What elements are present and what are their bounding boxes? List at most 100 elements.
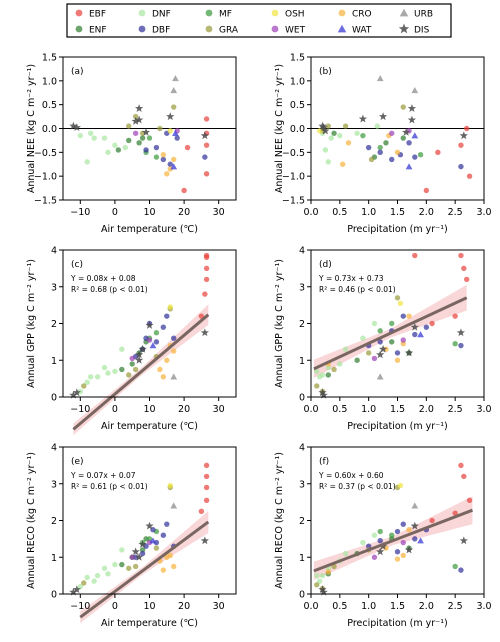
legend-marker-dnf xyxy=(138,9,146,17)
data-point-dis xyxy=(72,585,81,594)
data-point-ebf xyxy=(464,276,470,283)
data-point-dis xyxy=(318,585,327,594)
data-point-dbf xyxy=(160,156,167,163)
data-point-mf xyxy=(377,144,383,151)
data-point-dis xyxy=(407,115,417,124)
x-axis-label: Air temperature (℃) xyxy=(101,224,198,235)
data-point-dis xyxy=(404,348,414,357)
data-point-cro xyxy=(394,556,401,562)
data-point-dnf xyxy=(337,132,343,139)
data-point-mf xyxy=(153,154,160,160)
r-squared-label: R² = 0.61 (p < 0.01) xyxy=(71,482,148,491)
data-point-dnf xyxy=(337,361,343,367)
data-point-cro xyxy=(164,171,170,177)
y-tick-label: 2 xyxy=(299,516,305,527)
legend-marker-dis xyxy=(398,23,410,34)
x-tick-label: 0.5 xyxy=(332,601,347,612)
data-point-mf xyxy=(452,341,458,347)
y-tick-label: 1.5 xyxy=(290,53,305,64)
y-tick-label: 1.0 xyxy=(42,76,57,87)
data-point-ebf xyxy=(184,144,191,151)
data-point-dnf xyxy=(101,565,108,571)
x-tick-label: −10 xyxy=(70,404,90,415)
data-point-dis xyxy=(135,350,144,359)
data-point-gra xyxy=(400,104,406,110)
data-point-dbf xyxy=(394,549,401,555)
data-point-enf xyxy=(325,372,331,378)
legend-marker-ebf xyxy=(75,9,83,17)
legend-marker-wet xyxy=(271,25,279,33)
data-point-dnf xyxy=(314,572,320,579)
x-axis-label: Precipitation (m yr⁻¹) xyxy=(347,618,447,629)
y-tick-label: 0.5 xyxy=(290,100,305,111)
y-axis-label: Annual GPP (kg C m⁻² yr⁻¹) xyxy=(26,259,37,388)
data-point-wat xyxy=(149,537,157,544)
data-point-dis xyxy=(378,344,388,353)
y-tick-label: 1 xyxy=(51,356,57,367)
x-tick-label: 30 xyxy=(213,207,225,218)
data-point-mf xyxy=(377,528,383,535)
data-point-osh xyxy=(397,482,404,489)
x-axis-label: Air temperature (℃) xyxy=(101,618,198,629)
data-point-cro xyxy=(171,563,177,570)
regression-equation: Y = 0.60x + 0.60 xyxy=(318,471,384,480)
data-point-dbf xyxy=(377,339,383,345)
legend-marker-gra xyxy=(205,25,213,33)
r-squared-label: R² = 0.68 (p < 0.01) xyxy=(71,285,148,294)
data-point-ebf xyxy=(466,173,473,179)
y-tick-label: 1 xyxy=(51,553,57,564)
data-point-mf xyxy=(360,132,366,139)
data-point-dis xyxy=(131,547,140,556)
panel-label: (f) xyxy=(319,457,329,467)
data-point-urb xyxy=(170,86,178,94)
data-point-gra xyxy=(325,123,331,129)
data-point-dnf xyxy=(84,159,90,165)
data-point-ebf xyxy=(203,171,210,177)
data-point-gra xyxy=(132,366,139,373)
data-point-enf xyxy=(136,140,142,146)
data-point-dis xyxy=(145,321,154,329)
legend-label-gra: GRA xyxy=(219,26,239,36)
data-point-cro xyxy=(340,161,346,167)
data-point-ebf xyxy=(198,508,205,515)
data-point-dnf xyxy=(101,364,108,371)
data-point-dbf xyxy=(400,521,406,527)
data-point-mf xyxy=(452,563,458,570)
data-point-dnf xyxy=(77,583,84,590)
data-point-ebf xyxy=(203,276,210,283)
data-point-dis xyxy=(319,390,328,399)
data-point-ebf xyxy=(429,517,435,524)
data-point-dis xyxy=(319,123,328,132)
data-point-gra xyxy=(81,580,87,586)
data-point-dbf xyxy=(167,161,173,167)
data-point-dis xyxy=(69,390,78,399)
x-tick-label: −10 xyxy=(70,207,90,218)
data-point-dnf xyxy=(319,372,326,378)
data-point-dis xyxy=(200,328,209,337)
legend-label-cro: CRO xyxy=(352,10,372,20)
panel-label: (a) xyxy=(71,67,84,77)
data-point-wet xyxy=(400,539,406,546)
data-point-gra xyxy=(368,156,375,163)
x-tick-label: 0.5 xyxy=(332,207,347,218)
y-tick-label: 0 xyxy=(299,393,305,404)
data-point-dbf xyxy=(365,144,372,151)
panel-a: −10 0 10 20 30 −1.5 −1.0 −0.5 0.0 0.5 1.0 1.5 Air te… xyxy=(26,53,237,235)
data-point-dbf xyxy=(171,335,177,341)
data-point-dbf xyxy=(164,313,170,319)
data-point-gra xyxy=(132,563,139,570)
data-point-dbf xyxy=(423,324,430,330)
y-tick-label: −1.0 xyxy=(34,172,57,183)
x-axis-label: Precipitation (m yr⁻¹) xyxy=(347,421,447,432)
x-axis-label: Air temperature (℃) xyxy=(101,421,198,432)
y-tick-label: 1.0 xyxy=(290,76,305,87)
data-point-gra xyxy=(365,350,372,356)
data-point-dis xyxy=(135,115,144,124)
data-point-dnf xyxy=(112,561,118,568)
data-point-ebf xyxy=(203,473,210,480)
data-point-ebf xyxy=(203,254,210,261)
data-point-dis xyxy=(319,587,328,596)
data-point-ebf xyxy=(203,497,210,503)
data-point-dnf xyxy=(84,574,90,581)
panel-b: 0.0 0.5 1.0 1.5 2.0 2.5 3.0 −1.5 −1.0 −0.5 0.0 0.5 1… xyxy=(274,53,492,236)
